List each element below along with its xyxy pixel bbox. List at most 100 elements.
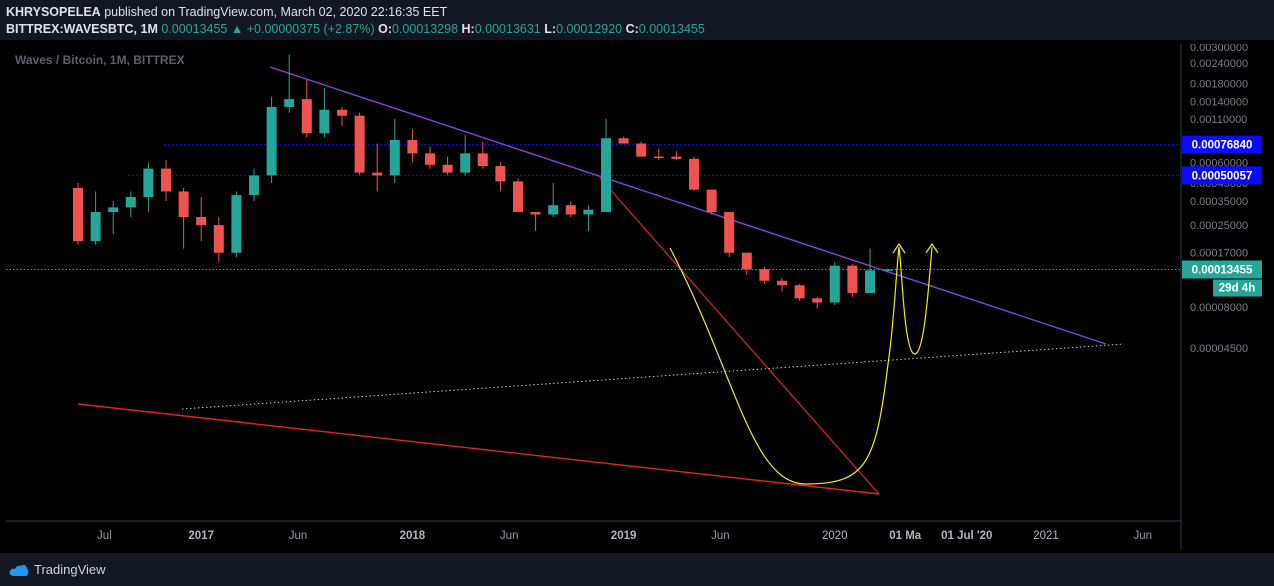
candle-body	[301, 99, 312, 134]
tradingview-brand[interactable]: TradingView	[34, 562, 106, 577]
candle-body	[73, 187, 83, 242]
candle-body	[425, 153, 435, 165]
price-axis[interactable]: 0.00300000 0.00240000 0.00180000 0.00140000…	[1190, 42, 1248, 355]
candle[interactable]	[759, 266, 770, 284]
price-tick-label: 0.00025000	[1190, 220, 1248, 232]
candle-body	[882, 269, 893, 272]
level-price-text: 0.00076840	[1192, 140, 1253, 152]
candle[interactable]	[741, 252, 752, 275]
resistance-trendline	[269, 66, 1107, 345]
support-trendline	[77, 403, 880, 495]
candle[interactable]	[477, 141, 488, 169]
candle[interactable]	[143, 162, 154, 213]
candle[interactable]	[847, 264, 858, 297]
candle[interactable]	[337, 106, 347, 126]
candle[interactable]	[213, 216, 224, 262]
price-tick-label: 0.00180000	[1190, 79, 1248, 91]
candle-body	[266, 106, 277, 176]
candle-body	[565, 205, 576, 215]
published-text: published on TradingView.com, March 02, …	[104, 5, 448, 19]
time-axis[interactable]: Jul 2017 Jun 2018 Jun 2019 Jun 2020 01 Ma 01 Jul …	[97, 530, 1152, 542]
candle-body	[829, 265, 840, 303]
candle[interactable]	[565, 200, 576, 217]
tradingview-logo-icon	[9, 565, 29, 576]
chart-title: Waves / Bitcoin, 1M, BITTREX	[15, 53, 185, 67]
candle[interactable]	[319, 87, 330, 138]
level-price-labels: 0.00076840 0.00050057 0.00013455 29d 4h	[1182, 135, 1262, 297]
candle-body	[759, 269, 770, 281]
candle[interactable]	[865, 248, 875, 293]
candle-body	[495, 166, 506, 182]
candle[interactable]	[90, 191, 101, 245]
candles[interactable]	[73, 54, 893, 309]
price-tick-label: 0.00300000	[1190, 44, 1248, 54]
candle-body	[548, 205, 559, 215]
countdown-tag	[1213, 279, 1262, 297]
candle[interactable]	[301, 79, 312, 138]
candle[interactable]	[812, 296, 823, 309]
candle[interactable]	[618, 136, 629, 144]
candle[interactable]	[407, 129, 418, 163]
candle[interactable]	[266, 96, 277, 183]
time-tick-label: Jun	[289, 530, 308, 542]
price-tick-label: 0.00017000	[1190, 248, 1248, 260]
candle[interactable]	[196, 197, 207, 242]
chart-header: KHRYSOPELEA published on TradingView.com…	[0, 0, 1274, 40]
level-price-tag	[1182, 166, 1262, 185]
candle[interactable]	[249, 168, 259, 201]
candle-body	[161, 168, 171, 192]
candle[interactable]	[372, 143, 383, 192]
candle[interactable]	[724, 212, 735, 258]
candle[interactable]	[178, 187, 189, 249]
candle[interactable]	[108, 200, 119, 235]
candle-body	[706, 189, 717, 213]
candle-body	[319, 109, 330, 134]
candle[interactable]	[231, 191, 242, 258]
candle[interactable]	[671, 151, 682, 161]
footer-bar: TradingView	[0, 553, 1274, 586]
candle[interactable]	[777, 277, 787, 292]
level-price-text: 0.00050057	[1192, 170, 1253, 182]
candle[interactable]	[601, 118, 611, 213]
candle[interactable]	[354, 112, 365, 176]
candle-body	[477, 153, 488, 167]
candle[interactable]	[829, 261, 840, 306]
time-tick-label: Jun	[1134, 530, 1153, 542]
candle-body	[231, 195, 242, 253]
candle[interactable]	[495, 162, 506, 192]
low-label: L:	[544, 22, 557, 36]
candle[interactable]	[389, 118, 400, 183]
candle[interactable]	[689, 156, 699, 192]
author-name[interactable]: KHRYSOPELEA	[6, 5, 101, 19]
candle[interactable]	[460, 134, 471, 176]
candle[interactable]	[513, 178, 523, 213]
chart-area[interactable]: Waves / Bitcoin, 1M, BITTREX 0.00300000 0…	[6, 42, 1268, 549]
candle[interactable]	[636, 141, 647, 157]
candle-body	[794, 285, 805, 299]
candle-body	[460, 153, 471, 173]
candlestick-chart[interactable]: Waves / Bitcoin, 1M, BITTREX 0.003000000…	[6, 42, 1268, 549]
candle[interactable]	[882, 268, 893, 273]
candle[interactable]	[284, 54, 295, 113]
candle[interactable]	[706, 189, 717, 215]
candle-body	[530, 212, 541, 215]
candle[interactable]	[125, 191, 136, 217]
ohlc-line: BITTREX:WAVESBTC, 1M 0.00013455 ▲ +0.000…	[6, 22, 705, 36]
candle[interactable]	[442, 156, 453, 176]
candle[interactable]	[583, 205, 594, 232]
candle[interactable]	[73, 182, 83, 245]
time-tick-label: 2021	[1033, 530, 1059, 542]
horizontal-levels	[6, 144, 1181, 271]
candle-body	[865, 270, 875, 293]
candle[interactable]	[653, 149, 664, 161]
candle[interactable]	[425, 146, 435, 169]
candle-body	[354, 115, 365, 173]
candle[interactable]	[530, 212, 541, 232]
candle[interactable]	[794, 283, 805, 301]
candle-body	[196, 216, 207, 226]
candle[interactable]	[548, 182, 559, 217]
projection-arrow-2	[925, 242, 939, 254]
candle[interactable]	[161, 160, 171, 201]
level-price-tag	[1182, 135, 1262, 154]
candle-body	[583, 209, 594, 215]
